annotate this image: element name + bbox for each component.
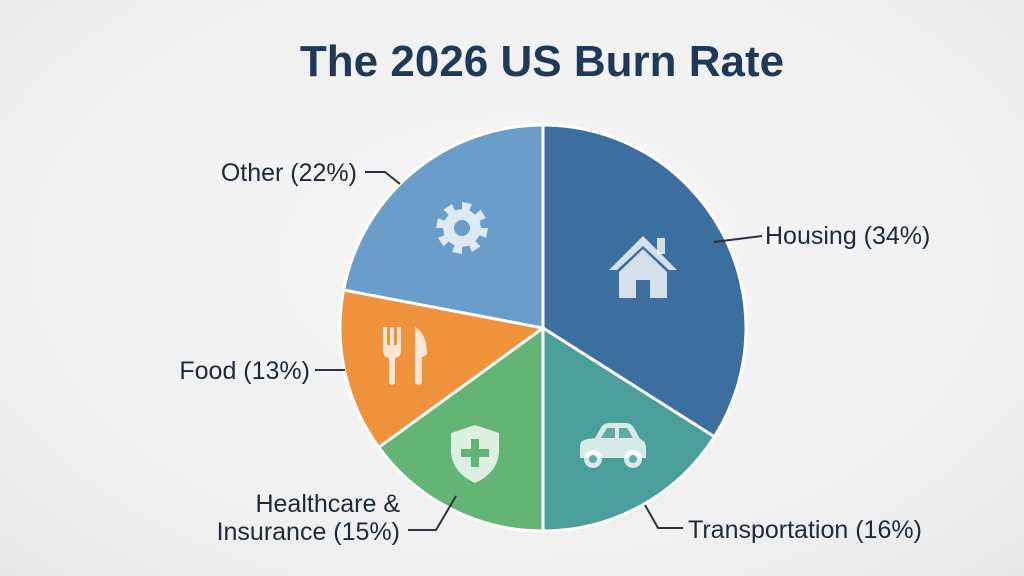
slice-label-healthcare-and-insurance-line-1: Healthcare & (255, 490, 400, 518)
slice-label-food: Food (13%) (179, 357, 310, 385)
labels-layer: Housing (34%) Transportation (16%) Healthc… (179, 159, 930, 546)
car-icon (580, 423, 646, 468)
pie-rim (339, 124, 747, 532)
slice-label-transportation: Transportation (16%) (688, 516, 922, 544)
leader-line-healthcare-and-insurance (408, 495, 457, 531)
leader-line-housing (713, 235, 763, 243)
shield-plus-icon (451, 425, 499, 483)
gear-icon (436, 202, 488, 254)
slice-label-healthcare-and-insurance-line-2: Insurance (15%) (217, 518, 400, 546)
chart-title: The 2026 US Burn Rate (300, 37, 784, 86)
fork-knife-icon (383, 327, 427, 385)
slice-label-other: Other (22%) (221, 159, 357, 187)
slice-label-housing: Housing (34%) (765, 222, 930, 250)
leader-line-transportation (644, 504, 683, 529)
leader-line-other (365, 171, 401, 185)
house-icon (609, 236, 677, 298)
icons-layer (383, 202, 677, 483)
